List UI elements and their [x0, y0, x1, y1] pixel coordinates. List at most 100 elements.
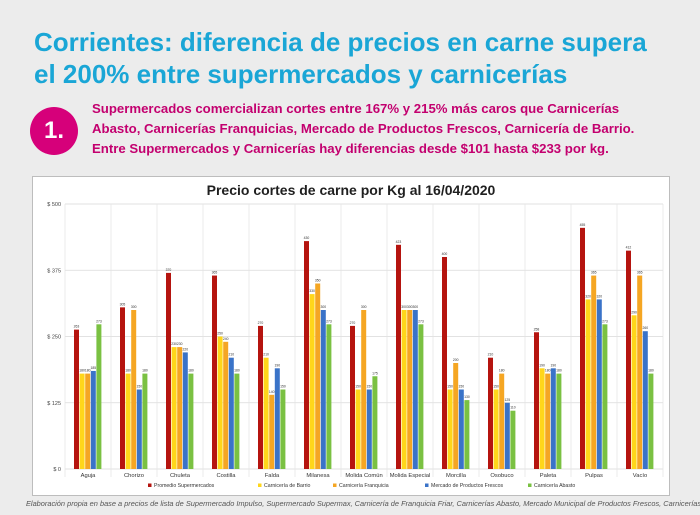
x-tick-label: Vacío [633, 473, 647, 479]
headline-line-1: Corrientes: diferencia de precios en car… [34, 27, 647, 57]
data-label: 180 [79, 369, 85, 373]
data-label: 250 [217, 332, 223, 336]
bar [177, 347, 183, 469]
bar [418, 324, 424, 469]
data-label: 230 [177, 342, 183, 346]
legend-swatch [148, 483, 152, 487]
source-footnote: Elaboración propia en base a precios de … [26, 499, 700, 508]
data-label: 180 [125, 369, 131, 373]
data-label: 430 [304, 236, 310, 240]
x-tick-label: Costilla [216, 473, 236, 479]
data-label: 140 [269, 390, 275, 394]
x-tick-label: Chuleta [170, 473, 191, 479]
data-label: 200 [453, 358, 459, 362]
legend-label: Carnicería Abasto [534, 483, 575, 489]
x-tick-label: Osobuco [490, 473, 513, 479]
data-label: 258 [534, 327, 540, 331]
bar [223, 341, 229, 469]
data-label: 320 [585, 294, 591, 298]
data-label: 290 [631, 310, 637, 314]
data-label: 180 [234, 369, 240, 373]
x-tick-label: Aguja [81, 473, 97, 479]
data-label: 150 [493, 385, 499, 389]
data-label: 180 [499, 369, 505, 373]
bar [626, 250, 631, 469]
bar [499, 373, 505, 469]
bar [458, 389, 464, 469]
y-tick-label: $ 0 [53, 467, 61, 473]
data-label: 270 [258, 321, 264, 325]
data-label: 190 [539, 363, 545, 367]
data-label: 180 [545, 369, 551, 373]
bar [350, 325, 355, 469]
bar [442, 257, 447, 469]
bar [510, 410, 516, 469]
data-label: 150 [355, 385, 361, 389]
bar [309, 294, 315, 469]
y-tick-label: $ 250 [47, 335, 61, 341]
bar [85, 373, 91, 469]
data-label: 412 [626, 246, 632, 250]
legend-swatch [258, 483, 262, 487]
key-points: Supermercados comercializan cortes entre… [92, 99, 692, 159]
data-label: 365 [591, 271, 597, 275]
bar [320, 310, 326, 469]
bar [269, 394, 275, 469]
bar [534, 332, 539, 469]
bar [136, 389, 142, 469]
key-point-2: Abasto, Carnicerías Franquicias, Mercado… [92, 121, 635, 136]
data-label: 150 [458, 385, 464, 389]
bar [234, 373, 240, 469]
data-label: 180 [648, 369, 654, 373]
bar [602, 324, 608, 469]
data-label: 455 [580, 223, 586, 227]
bar [550, 368, 556, 469]
bar [166, 272, 171, 469]
data-label: 300 [361, 305, 367, 309]
legend-swatch [333, 483, 337, 487]
x-tick-label: Milanesa [306, 473, 330, 479]
data-label: 330 [309, 289, 315, 293]
bar [591, 275, 597, 469]
x-tick-label: Molida Especial [390, 473, 431, 479]
bar [90, 370, 96, 469]
data-label: 230 [171, 342, 177, 346]
bar [637, 275, 643, 469]
data-label: 365 [212, 271, 218, 275]
data-label: 220 [182, 347, 188, 351]
bar [648, 373, 654, 469]
bar [453, 363, 459, 469]
bar [74, 329, 79, 469]
x-tick-label: Paleta [540, 473, 557, 479]
bar [642, 331, 648, 469]
data-label: 240 [223, 337, 229, 341]
bar [407, 310, 413, 469]
bar [493, 389, 499, 469]
bar [142, 373, 148, 469]
bar [539, 368, 545, 469]
bar [396, 244, 401, 469]
data-label: 270 [350, 321, 356, 325]
legend-swatch [528, 483, 532, 487]
data-label: 263 [74, 325, 80, 329]
number-badge: 1. [30, 107, 78, 155]
data-label: 150 [366, 385, 372, 389]
bar [258, 325, 263, 469]
data-label: 125 [504, 398, 510, 402]
x-tick-label: Falda [265, 473, 280, 479]
data-label: 180 [556, 369, 562, 373]
bar [212, 275, 217, 469]
bar [545, 373, 551, 469]
legend-label: Promedio Supermercados [154, 483, 215, 489]
data-label: 210 [228, 353, 234, 357]
data-label: 300 [407, 305, 413, 309]
bar [585, 299, 591, 469]
data-label: 305 [120, 302, 126, 306]
data-label: 350 [315, 279, 321, 283]
data-label: 260 [642, 326, 648, 330]
bar [596, 299, 602, 469]
data-label: 300 [401, 305, 407, 309]
data-label: 190 [550, 363, 556, 367]
bar [366, 389, 372, 469]
